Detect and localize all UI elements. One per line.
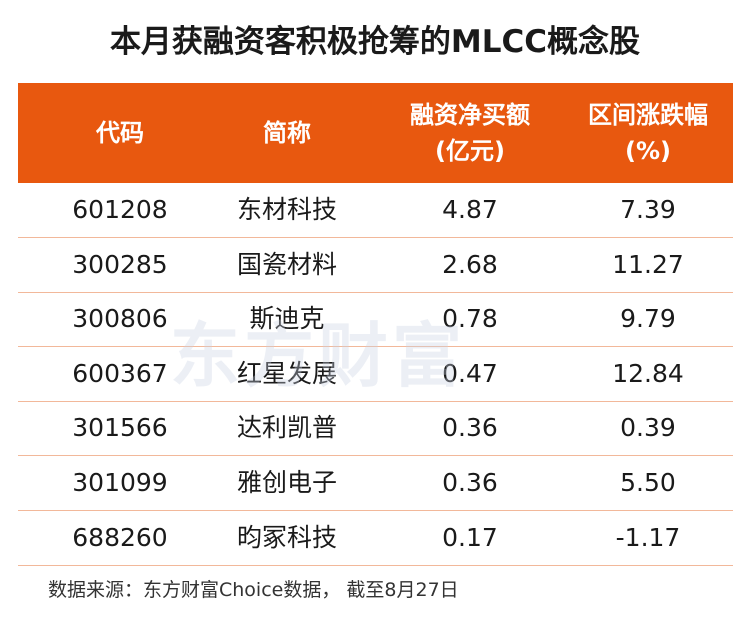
header-cell: 代码 — [35, 83, 205, 183]
table-cell: 东材科技 — [236, 195, 337, 224]
table-cell: 0.47 — [442, 358, 498, 388]
header-text: 区间涨跌幅 — [588, 101, 708, 129]
table-cell: -1.17 — [615, 522, 681, 552]
table-cell: 9.79 — [620, 304, 676, 334]
table-row: 688260 昀冢科技 0.17 -1.17 — [18, 511, 733, 566]
table-row: 300285 国瓷材料 2.68 11.27 — [18, 238, 733, 293]
table-cell: 0.36 — [442, 413, 498, 443]
table-cell: 7.39 — [620, 195, 676, 224]
table-row: 301566 达利凯普 0.36 0.39 — [18, 401, 733, 457]
table-row: 601208 东材科技 4.87 7.39 — [18, 183, 733, 238]
table-cell: 301566 — [72, 413, 168, 443]
table-cell: 0.39 — [620, 413, 676, 443]
table-cell: 688260 — [72, 522, 168, 552]
header-text: 融资净买额 — [410, 101, 530, 129]
table-row: 300806 斯迪克 0.78 9.79 — [18, 292, 733, 348]
table-header: 代码 简称 融资净买额 (亿元) 区间涨跌幅 (%) — [18, 83, 733, 183]
watermark: 东方财富 — [170, 315, 466, 397]
table-cell: 昀冢科技 — [236, 522, 337, 552]
table-cell: 斯迪克 — [249, 304, 325, 334]
table-cell: 300285 — [72, 249, 168, 279]
table-cell: 4.87 — [442, 195, 498, 224]
table-cell: 2.68 — [442, 249, 498, 279]
header-cell: 融资净买额 (亿元) — [375, 83, 565, 183]
table-cell: 0.78 — [442, 304, 498, 334]
header-cell: 区间涨跌幅 (%) — [558, 83, 738, 183]
header-text: 代码 — [96, 119, 144, 147]
table-cell: 0.36 — [442, 468, 498, 497]
table-cell: 红星发展 — [236, 358, 337, 388]
table-row: 301099 雅创电子 0.36 5.50 — [18, 456, 733, 511]
table-cell: 11.27 — [612, 249, 684, 279]
table-row: 600367 红星发展 0.47 12.84 — [18, 347, 733, 402]
header-text: 简称 — [263, 119, 311, 147]
footer-note: 数据来源：东方财富Choice数据， 截至8月27日 — [48, 579, 459, 601]
table-cell: 0.17 — [442, 522, 498, 552]
table-cell: 达利凯普 — [236, 413, 337, 443]
table-cell: 雅创电子 — [236, 468, 337, 497]
table-cell: 12.84 — [612, 358, 684, 388]
header-cell: 简称 — [202, 83, 372, 183]
title: 本月获融资客积极抢筹的MLCC概念股 — [109, 24, 641, 60]
table-cell: 600367 — [72, 358, 168, 388]
table-cell: 601208 — [72, 195, 168, 224]
table-cell: 300806 — [72, 304, 168, 334]
header-text: (亿元) — [435, 137, 505, 165]
header-text: (%) — [625, 137, 671, 165]
table-cell: 5.50 — [620, 468, 676, 497]
table-cell: 国瓷材料 — [236, 249, 337, 279]
table-cell: 301099 — [72, 468, 168, 497]
